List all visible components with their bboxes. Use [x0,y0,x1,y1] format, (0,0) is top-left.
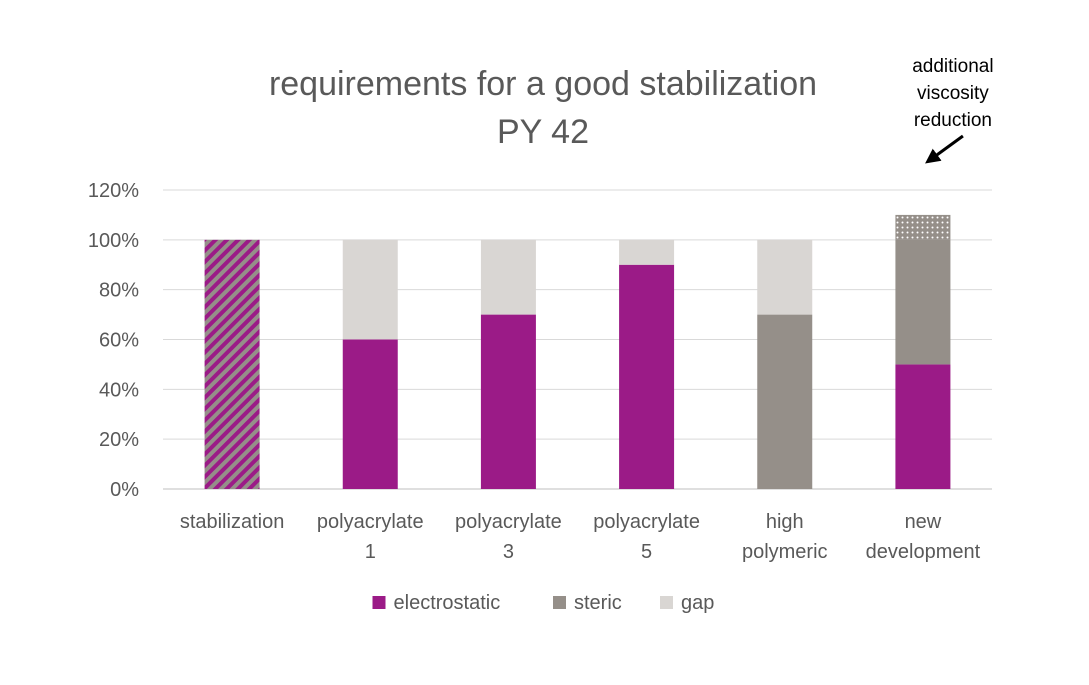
x-axis-labels: stabilization polyacrylate 1 polyacrylate 3 p… [180,511,981,563]
y-tick-label: 40% [99,379,139,401]
legend-label-gap: gap [681,592,714,614]
annotation-arrow [925,134,964,164]
bar-segment-gap [757,239,813,315]
y-tick-label: 0% [110,479,139,501]
annotation-text: additional [912,56,993,77]
y-tick-label: 120% [88,180,139,202]
x-tick-label: polymeric [742,541,828,563]
x-tick-label: 3 [503,541,514,563]
bar-segment-electrostatic [342,339,398,489]
x-tick-label: polyacrylate [455,511,562,533]
bar-additional-reduction [895,214,951,240]
x-tick-label: 5 [641,541,652,563]
annotation-text: reduction [914,110,992,131]
y-tick-label: 100% [88,230,139,252]
legend-swatch-gap [660,596,673,609]
legend-label-electrostatic: electrostatic [394,592,501,614]
y-tick-label: 60% [99,330,139,352]
annotation-text: viscosity [917,83,989,104]
bar-stabilization [204,239,260,489]
legend: electrostatic steric gap [372,592,714,614]
bar-segment-electrostatic [619,264,675,489]
y-tick-label: 20% [99,429,139,451]
legend-swatch-steric [553,596,566,609]
gridlines [163,189,992,490]
legend-label-steric: steric [574,592,622,614]
x-tick-label: high [766,511,804,533]
x-tick-label: polyacrylate [593,511,700,533]
x-tick-label: 1 [365,541,376,563]
legend-swatch-electrostatic [372,596,386,609]
x-tick-label: polyacrylate [317,511,424,533]
bar-segment-electrostatic [480,314,536,489]
y-tick-label: 80% [99,280,139,302]
x-tick-label: development [866,541,981,563]
y-axis-ticks: 0% 20% 40% 60% 80% 100% 120% [88,180,139,501]
bar-segment-electrostatic [895,364,951,489]
chart-subtitle: PY 42 [497,113,589,151]
bar-segment-steric [757,314,813,489]
bar-segment-gap [342,239,398,340]
x-tick-label: new [905,511,942,533]
bar-segment-gap [480,239,536,315]
x-tick-label: stabilization [180,511,285,533]
annotation: additional viscosity reduction [912,56,994,164]
chart-title: requirements for a good stabilization [269,65,817,103]
bar-segment-gap [619,239,675,265]
bar-segment-steric [895,239,951,365]
bars [204,214,951,489]
